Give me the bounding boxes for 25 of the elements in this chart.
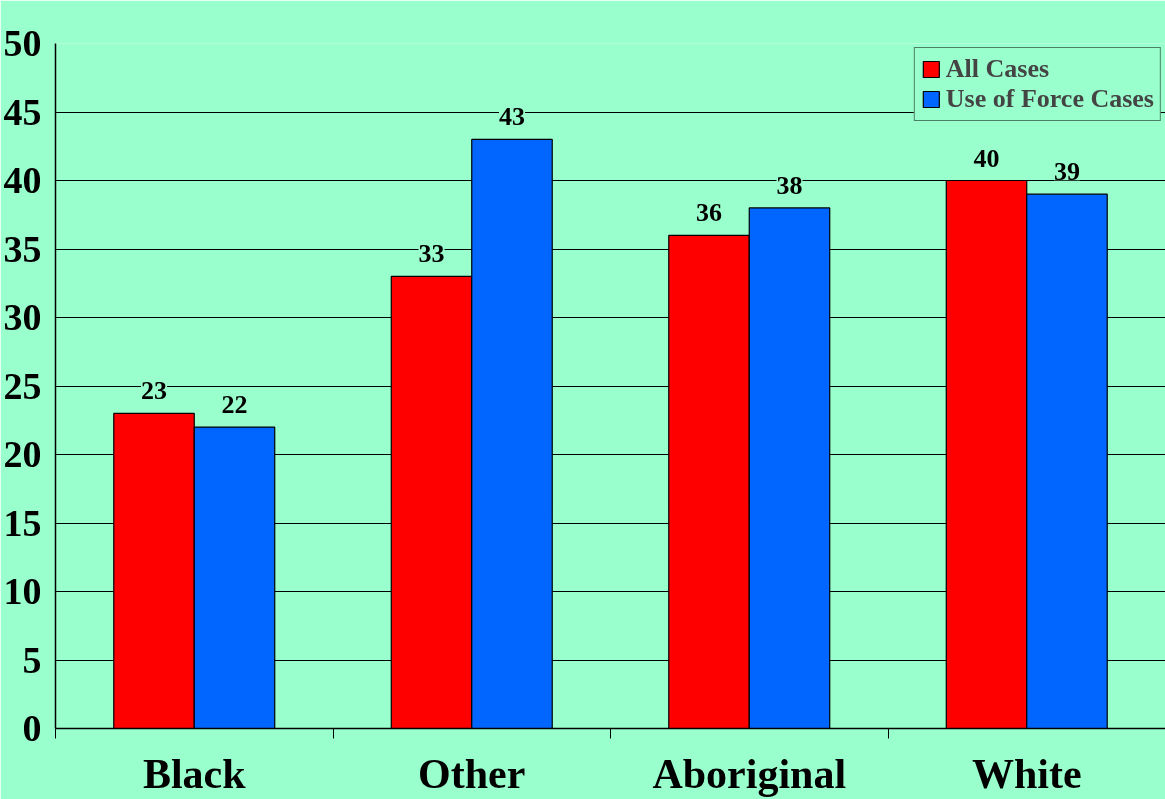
y-tick-label: 35 <box>3 227 42 270</box>
y-tick-label: 20 <box>3 433 42 475</box>
x-tick-label: Other <box>418 750 526 797</box>
x-tick-label: Aboriginal <box>652 750 847 797</box>
legend-label: Use of Force Cases <box>945 84 1154 114</box>
data-label: 43 <box>498 102 525 132</box>
data-label: 33 <box>418 239 445 269</box>
legend-label: All Cases <box>945 54 1050 84</box>
x-tick-label: Black <box>142 750 247 797</box>
y-tick-label: 30 <box>3 296 42 338</box>
y-tick-label: 0 <box>22 707 42 749</box>
y-tick-label: 5 <box>22 638 42 681</box>
y-tick-label: 45 <box>3 90 42 133</box>
data-label: 23 <box>141 376 168 406</box>
y-tick-label: 25 <box>3 364 42 407</box>
data-label: 38 <box>776 170 803 200</box>
y-tick-label: 10 <box>3 570 42 612</box>
data-label: 22 <box>221 390 248 420</box>
data-label: 39 <box>1053 157 1080 187</box>
data-label: 36 <box>696 198 723 228</box>
x-tick-label: White <box>971 750 1082 797</box>
data-label: 40 <box>973 143 1000 173</box>
y-tick-label: 50 <box>3 22 42 64</box>
y-tick-label: 40 <box>3 159 42 201</box>
y-tick-label: 15 <box>3 501 42 544</box>
